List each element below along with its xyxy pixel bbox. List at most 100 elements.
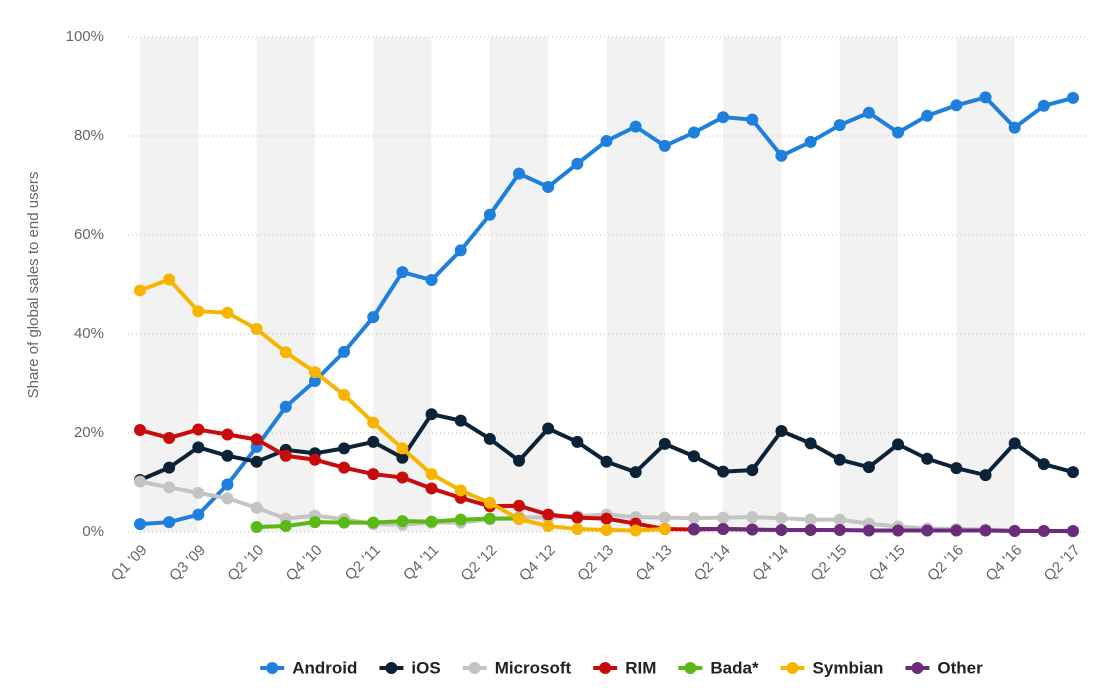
x-tick-label: Q2 '17 <box>1041 542 1084 585</box>
point <box>192 423 205 436</box>
point <box>687 523 700 536</box>
point <box>279 400 292 413</box>
point <box>513 167 526 180</box>
legend-item: RIM <box>593 658 656 677</box>
point <box>192 441 205 454</box>
point <box>338 442 351 455</box>
legend-label: RIM <box>625 658 656 677</box>
point <box>746 113 759 126</box>
point <box>862 461 875 474</box>
point <box>308 453 321 466</box>
point <box>1008 525 1021 538</box>
point <box>600 524 613 537</box>
legend-label: Microsoft <box>495 658 572 677</box>
legend-marker <box>266 662 279 674</box>
y-tick-label: 0% <box>82 523 104 540</box>
point <box>658 139 671 152</box>
point <box>396 471 409 484</box>
point <box>134 518 146 531</box>
point <box>134 475 146 488</box>
point <box>367 435 380 448</box>
legend-marker <box>468 662 481 674</box>
legend-item: iOS <box>379 658 441 677</box>
point <box>163 516 176 529</box>
point <box>425 482 438 495</box>
point <box>192 305 205 318</box>
point <box>950 524 963 537</box>
point <box>1037 458 1050 471</box>
x-tick-label: Q4 '12 <box>516 542 559 585</box>
point <box>396 442 409 455</box>
legend-label: Symbian <box>813 658 884 677</box>
point <box>250 521 263 534</box>
point <box>308 375 321 388</box>
legend: Android iOS Microsoft RIM Bada* Symbian Other <box>260 658 983 677</box>
point <box>454 513 467 526</box>
y-tick-label: 60% <box>74 226 104 243</box>
point <box>629 466 642 479</box>
point <box>308 366 321 379</box>
legend-item: Other <box>905 658 983 677</box>
point <box>250 501 263 514</box>
point <box>250 433 263 446</box>
point <box>571 435 584 448</box>
point <box>513 454 526 467</box>
point <box>862 106 875 119</box>
point <box>192 486 205 499</box>
point <box>804 513 817 526</box>
point <box>629 524 642 537</box>
point <box>163 273 176 286</box>
x-tick-label: Q2 '13 <box>574 542 617 585</box>
point <box>600 512 613 525</box>
point <box>513 513 526 526</box>
point <box>338 516 351 529</box>
point <box>134 284 146 297</box>
point <box>717 465 730 478</box>
point <box>775 425 788 438</box>
point <box>483 208 496 221</box>
legend-marker <box>599 662 612 674</box>
point <box>833 513 846 526</box>
legend-item: Android <box>260 658 357 677</box>
point <box>367 416 380 429</box>
point <box>717 523 730 536</box>
point <box>483 496 496 509</box>
point <box>221 478 234 491</box>
point <box>629 120 642 133</box>
point <box>687 126 700 139</box>
point <box>425 274 438 287</box>
point <box>717 111 730 124</box>
point <box>746 511 759 524</box>
x-tick-label: Q2 '14 <box>691 542 734 585</box>
legend-label: Bada* <box>710 658 759 677</box>
point <box>658 523 671 536</box>
legend-marker <box>385 662 398 674</box>
point <box>279 449 292 462</box>
legend-marker <box>911 662 924 674</box>
x-tick-label: Q4 '15 <box>866 542 909 585</box>
band <box>723 37 782 532</box>
point <box>425 468 438 481</box>
point <box>1067 91 1079 104</box>
y-tick-label: 20% <box>74 424 104 441</box>
x-tick-label: Q2 '10 <box>224 542 267 585</box>
legend-label: Android <box>292 658 357 677</box>
point <box>338 461 351 474</box>
point <box>1008 437 1021 450</box>
point <box>600 455 613 468</box>
point <box>950 462 963 475</box>
point <box>804 437 817 450</box>
band <box>489 37 549 532</box>
point <box>163 431 176 444</box>
point <box>367 516 380 529</box>
point <box>892 524 905 537</box>
point <box>483 512 496 525</box>
point <box>1037 525 1050 538</box>
point <box>454 244 467 257</box>
point <box>892 126 905 139</box>
point <box>571 157 584 170</box>
x-tick-label: Q2 '11 <box>342 542 384 584</box>
point <box>192 508 205 521</box>
point <box>250 323 263 336</box>
